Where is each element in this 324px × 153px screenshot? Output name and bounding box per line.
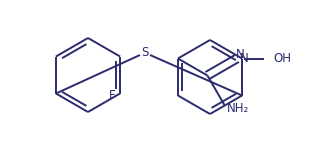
Text: F: F [109, 89, 115, 102]
Text: N: N [236, 48, 244, 61]
Text: S: S [141, 47, 149, 60]
Text: N: N [240, 52, 249, 65]
Text: OH: OH [274, 52, 292, 65]
Text: NH₂: NH₂ [226, 103, 249, 116]
